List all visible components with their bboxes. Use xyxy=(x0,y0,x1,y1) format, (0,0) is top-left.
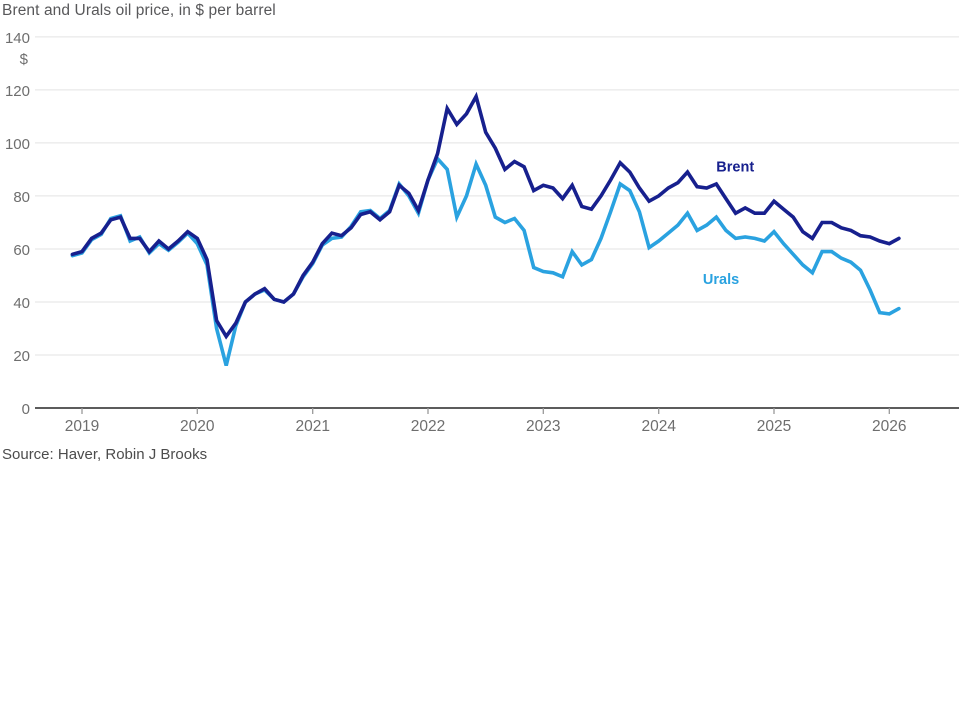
y-axis-unit: $ xyxy=(20,51,29,68)
y-tick-label: 120 xyxy=(5,83,30,100)
y-tick-label: 140 xyxy=(5,30,30,47)
x-tick-label: 2022 xyxy=(411,418,445,435)
urals-series-label: Urals xyxy=(703,272,739,288)
y-tick-label: 0 xyxy=(22,401,30,418)
brent-line xyxy=(70,91,901,340)
y-tick-label: 80 xyxy=(13,189,30,206)
x-tick-label: 2019 xyxy=(65,418,99,435)
oil-price-chart: 0 20 40 60 80 100 120 140 $2019 2020 2021 2022 2023 2… xyxy=(5,30,959,435)
x-tick-label: 2025 xyxy=(757,418,791,435)
urals-line xyxy=(70,155,901,367)
y-tick-label: 100 xyxy=(5,136,30,153)
y-tick-label: 40 xyxy=(13,295,30,312)
x-tick-label: 2024 xyxy=(641,418,676,435)
source-note: Source: Haver, Robin J Brooks xyxy=(2,446,208,463)
y-tick-label: 20 xyxy=(13,348,30,365)
x-tick-label: 2023 xyxy=(526,418,560,435)
x-tick-label: 2020 xyxy=(180,418,215,435)
x-tick-label: 2026 xyxy=(872,418,906,435)
y-tick-label: 60 xyxy=(13,242,30,259)
chart-title: Brent and Urals oil price, in $ per barr… xyxy=(2,2,276,19)
brent-series-label: Brent xyxy=(716,160,754,176)
x-tick-label: 2021 xyxy=(295,418,329,435)
